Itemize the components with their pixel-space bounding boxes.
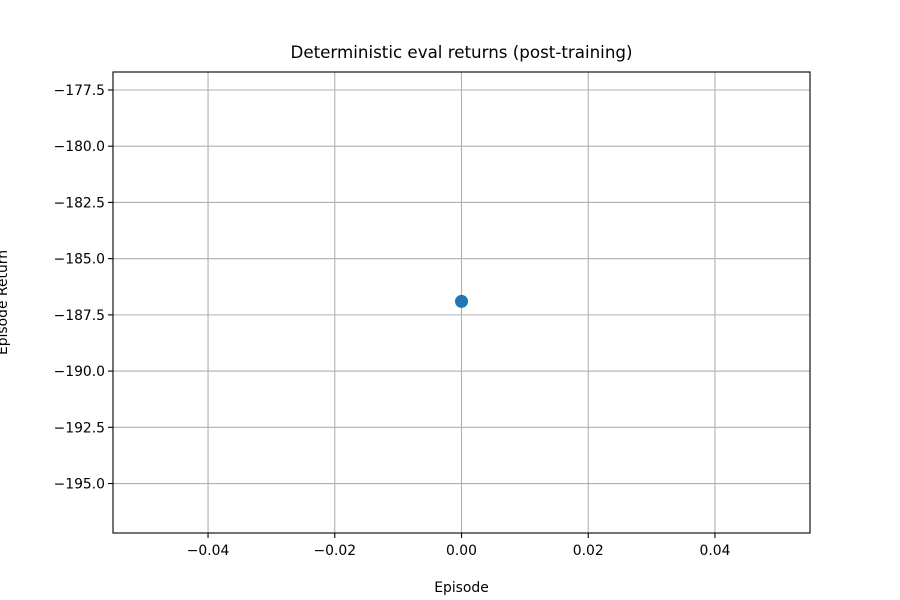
x-tick-label: −0.02 [313, 543, 356, 559]
data-points [455, 294, 468, 308]
x-tick-label: 0.00 [446, 543, 477, 559]
y-tick-label: −185.0 [54, 252, 105, 268]
data-point [455, 294, 468, 308]
chart-title: Deterministic eval returns (post-trainin… [290, 42, 632, 62]
y-tick-label: −177.5 [54, 83, 105, 99]
x-axis-label: Episode [434, 580, 489, 596]
y-tick-label: −187.5 [54, 308, 105, 324]
axis-ticks: −0.04 −0.02 0.00 0.02 0.04 −177.5 −180.0 −182.5… [54, 83, 731, 559]
y-tick-label: −182.5 [54, 195, 105, 211]
x-tick-label: 0.04 [699, 543, 730, 559]
y-tick-label: −195.0 [54, 477, 105, 493]
x-tick-label: −0.04 [187, 543, 230, 559]
y-axis-label: Episode Return [0, 250, 11, 355]
y-tick-label: −190.0 [54, 364, 105, 380]
x-tick-label: 0.02 [573, 543, 604, 559]
y-tick-label: −192.5 [54, 420, 105, 436]
y-tick-label: −180.0 [54, 139, 105, 155]
